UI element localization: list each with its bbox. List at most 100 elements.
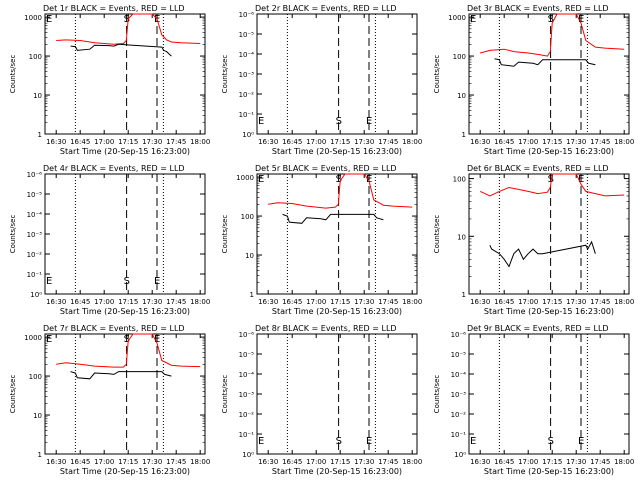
x-tick-label: 16:45 <box>494 458 514 466</box>
x-axis-label: Start Time (20-Sep-15 16:23:00) <box>484 147 614 156</box>
y-tick-label: 100 <box>29 53 42 61</box>
plot-frame <box>44 333 206 455</box>
x-tick-label: 17:15 <box>330 138 350 146</box>
marker-label-e: E <box>578 14 584 25</box>
chart-panel-1: Det 1r BLACK = Events, RED = LLD 16:30 16:… <box>9 4 210 156</box>
x-tick-label: 17:00 <box>518 458 538 466</box>
y-tick-label: 100 <box>453 53 466 61</box>
chart-title: Det 3r BLACK = Events, RED = LLD <box>467 4 609 13</box>
x-tick-label: 17:15 <box>542 298 562 306</box>
x-tick-label: 18:00 <box>402 458 422 466</box>
y-tick-label: 10⁰ <box>30 291 42 299</box>
x-tick-label: 17:45 <box>166 298 186 306</box>
x-axis-label: Start Time (20-Sep-15 16:23:00) <box>272 467 402 476</box>
y-tick-label: 10 <box>457 233 466 241</box>
x-tick-label: 17:00 <box>94 458 114 466</box>
y-tick-label: 10⁻⁶ <box>239 11 255 19</box>
marker-label-e: E <box>366 436 372 447</box>
x-tick-label: 17:45 <box>590 298 610 306</box>
series-line-events <box>70 43 172 57</box>
y-tick-label: 10⁻² <box>451 411 467 419</box>
series-line-events <box>282 213 384 224</box>
x-tick-label: 18:00 <box>614 298 634 306</box>
x-tick-label: 17:00 <box>518 138 538 146</box>
y-tick-label: 10⁻¹ <box>27 271 43 279</box>
marker-label-e: E <box>366 116 372 127</box>
x-tick-label: 16:30 <box>46 458 66 466</box>
x-tick-label: 17:30 <box>354 298 374 306</box>
y-tick-label: 10⁻⁶ <box>451 331 467 339</box>
chart-title: Det 8r BLACK = Events, RED = LLD <box>255 324 397 333</box>
x-tick-label: 16:30 <box>470 138 490 146</box>
marker-label-s: S <box>124 276 130 287</box>
corner-label: E <box>258 436 264 447</box>
x-tick-label: 17:45 <box>378 298 398 306</box>
y-axis-label: Counts/sec <box>433 215 441 254</box>
marker-label-s: S <box>548 436 554 447</box>
x-tick-label: 17:00 <box>306 458 326 466</box>
y-axis-label: Counts/sec <box>221 215 229 254</box>
corner-label: E <box>46 334 52 345</box>
y-tick-label: 10⁰ <box>454 451 466 459</box>
y-tick-label: 10⁻¹ <box>451 431 467 439</box>
y-tick-label: 10 <box>457 92 466 100</box>
x-tick-label: 16:45 <box>494 138 514 146</box>
y-tick-label: 10⁻⁶ <box>239 331 255 339</box>
x-tick-label: 18:00 <box>614 138 634 146</box>
y-tick-label: 10⁻⁵ <box>451 351 467 359</box>
plot-frame <box>468 13 630 135</box>
x-tick-label: 17:30 <box>354 458 374 466</box>
y-tick-label: 10⁻³ <box>27 231 43 239</box>
y-tick-label: 1 <box>38 451 42 459</box>
marker-label-e: E <box>578 174 584 185</box>
y-axis-label: Counts/sec <box>9 215 17 254</box>
corner-label: E <box>470 14 476 25</box>
x-tick-label: 17:30 <box>354 138 374 146</box>
series-line-lld <box>480 13 625 57</box>
plot-frame <box>44 13 206 135</box>
y-axis-label: Counts/sec <box>433 375 441 414</box>
x-tick-label: 16:45 <box>494 298 514 306</box>
y-axis-label: Counts/sec <box>221 375 229 414</box>
series-line-events <box>494 58 596 67</box>
chart-title: Det 1r BLACK = Events, RED = LLD <box>43 4 185 13</box>
y-axis-label: Counts/sec <box>433 55 441 94</box>
corner-label: E <box>258 174 264 185</box>
y-tick-label: 1 <box>462 131 466 139</box>
marker-label-e: E <box>366 174 372 185</box>
x-tick-label: 17:00 <box>94 138 114 146</box>
x-tick-label: 16:30 <box>258 298 278 306</box>
y-tick-label: 1 <box>462 291 466 299</box>
marker-label-e: E <box>154 276 160 287</box>
y-tick-label: 10⁻¹ <box>239 431 255 439</box>
marker-label-s: S <box>124 334 130 345</box>
x-tick-label: 17:30 <box>566 458 586 466</box>
x-axis-label: Start Time (20-Sep-15 16:23:00) <box>484 307 614 316</box>
y-tick-label: 10⁻³ <box>451 391 467 399</box>
y-tick-label: 10⁻⁵ <box>27 191 43 199</box>
chart-panel-3: Det 3r BLACK = Events, RED = LLD 16:30 16:… <box>433 4 634 156</box>
chart-title: Det 4r BLACK = Events, RED = LLD <box>43 164 185 173</box>
x-tick-label: 18:00 <box>190 298 210 306</box>
x-tick-label: 17:45 <box>378 458 398 466</box>
series-line-lld <box>56 333 201 368</box>
series-line-lld <box>268 173 413 209</box>
y-tick-label: 1000 <box>236 174 254 182</box>
y-tick-label: 10⁰ <box>242 131 254 139</box>
x-tick-label: 17:45 <box>166 138 186 146</box>
x-tick-label: 16:30 <box>470 298 490 306</box>
x-tick-label: 17:15 <box>118 298 138 306</box>
x-tick-label: 16:45 <box>70 458 90 466</box>
marker-label-e: E <box>578 436 584 447</box>
series-line-events <box>70 371 172 380</box>
x-tick-label: 17:45 <box>378 138 398 146</box>
marker-label-s: S <box>336 174 342 185</box>
y-tick-label: 1000 <box>24 334 42 342</box>
x-tick-label: 18:00 <box>614 458 634 466</box>
x-axis-label: Start Time (20-Sep-15 16:23:00) <box>272 307 402 316</box>
x-tick-label: 17:00 <box>306 138 326 146</box>
x-axis-label: Start Time (20-Sep-15 16:23:00) <box>272 147 402 156</box>
y-tick-label: 10⁻⁵ <box>239 31 255 39</box>
chart-panel-2: Det 2r BLACK = Events, RED = LLD 16:30 16:… <box>221 4 422 156</box>
